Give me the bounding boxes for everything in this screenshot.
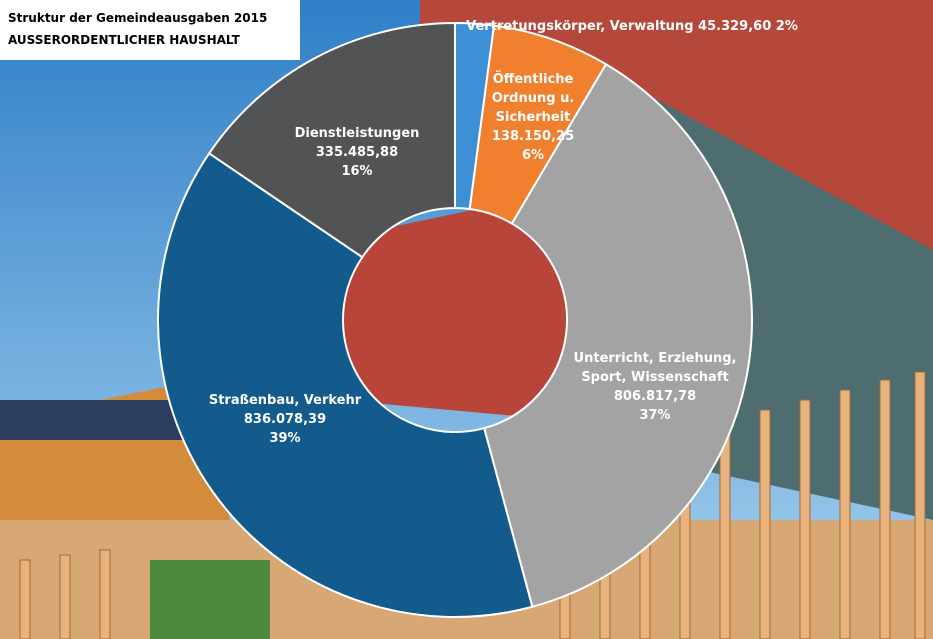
donut-slice [482,62,753,608]
title-box [0,0,300,60]
data-label-part: Sicherheit [496,110,571,125]
data-label-part: Sport, Wissenschaft [581,370,728,385]
data-label-part: Öffentliche [493,71,574,87]
data-label-part: 37% [639,408,670,423]
data-label-part: 2% [776,19,798,34]
data-label-part: Unterricht, Erziehung, [574,351,737,366]
data-label: Vertretungskörper, Verwaltung 45.329,60 … [466,19,798,34]
data-label-part: Vertretungskörper, Verwaltung [466,19,693,34]
data-label-part: 836.078,39 [244,412,326,427]
data-label-part: Ordnung u. [492,91,575,106]
chart-subtitle: AUSSERORDENTLICHER HAUSHALT [8,33,241,47]
data-label-part: 138.150,25 [492,129,574,144]
donut [157,21,753,618]
data-label: Öffentliche Ordnung u. Sicherheit 138.150,2… [492,71,575,163]
data-label-part: 806.817,78 [614,389,696,404]
donut-slice [157,151,534,618]
donut-slice [207,21,456,259]
data-label-part: Straßenbau, Verkehr [209,393,362,408]
data-label-part: Dienstleistungen [295,126,420,141]
chart-title: Struktur der Gemeindeausgaben 2015 [8,11,267,25]
data-label: Straßenbau, Verkehr 836.078,39 39% [209,393,362,446]
data-label-part: 6% [522,148,544,163]
data-label: Unterricht, Erziehung, Sport, Wissenschaf… [574,351,737,423]
data-label-part: 39% [269,431,300,446]
data-label-part: 16% [341,164,372,179]
data-label-part: 45.329,60 [698,19,771,34]
data-label-part: 335.485,88 [316,145,398,160]
data-label: Dienstleistungen 335.485,88 16% [295,126,420,179]
